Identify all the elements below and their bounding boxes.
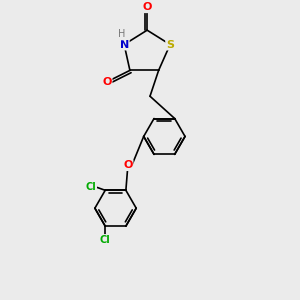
Text: S: S [166, 40, 174, 50]
Text: O: O [123, 160, 133, 170]
Text: H: H [118, 29, 125, 40]
Text: O: O [142, 2, 152, 12]
Text: Cl: Cl [85, 182, 96, 192]
Text: Cl: Cl [100, 235, 111, 245]
Text: O: O [102, 77, 112, 87]
Text: N: N [119, 40, 129, 50]
